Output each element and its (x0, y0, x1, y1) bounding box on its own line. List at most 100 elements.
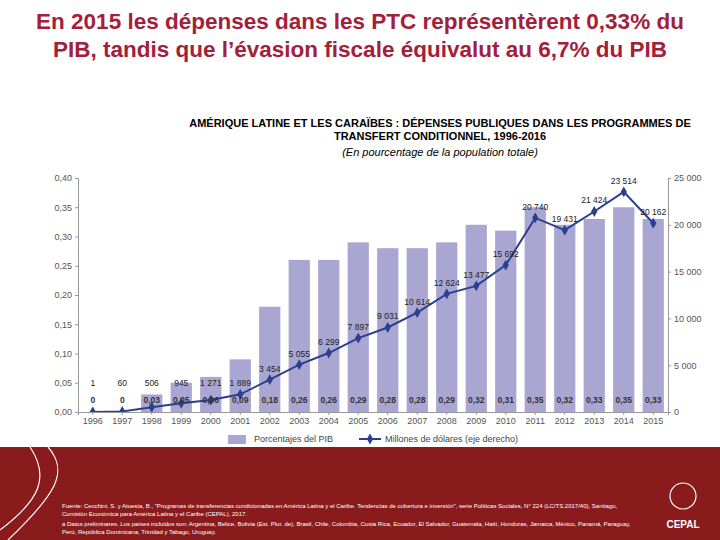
x-tick: 2010 (496, 412, 516, 426)
bar (466, 225, 487, 412)
y-tick-mark (75, 324, 78, 325)
x-tick-label: 2007 (407, 416, 427, 426)
bar-label: 0,29 (350, 395, 367, 405)
bar (554, 225, 575, 412)
x-tick-mark (92, 412, 93, 415)
x-tick-label: 1999 (171, 416, 191, 426)
x-tick: 2008 (437, 412, 457, 426)
line-marker (414, 307, 420, 318)
line-marker (650, 218, 656, 229)
x-tick: 2005 (348, 412, 368, 426)
legend-label: Porcentajes del PIB (254, 434, 333, 444)
bar-label: 0,33 (586, 395, 603, 405)
line-label: 1 889 (230, 378, 252, 388)
y2-tick: 20 000 (668, 220, 702, 230)
line-label: 23 514 (611, 176, 637, 186)
x-tick-mark (653, 412, 654, 415)
y2-tick-label: 25 000 (674, 173, 702, 183)
line (93, 192, 654, 412)
line-label: 10 614 (404, 297, 430, 307)
x-tick-label: 1997 (112, 416, 132, 426)
bar (318, 260, 339, 412)
y-axis-line (75, 179, 79, 413)
data-labels: 000,030,050,060,090,180,260,260,290,280,… (90, 176, 666, 405)
bar-label: 0,35 (527, 395, 544, 405)
x-tick-mark (505, 412, 506, 415)
x-tick: 1998 (142, 412, 162, 426)
x-tick-label: 2014 (614, 416, 634, 426)
x-tick-mark (240, 412, 241, 415)
y2-tick-mark (668, 318, 671, 319)
bar-label: 0,32 (468, 395, 485, 405)
legend-swatch (228, 435, 246, 444)
line-marker (90, 407, 96, 412)
x-tick: 2014 (614, 412, 634, 426)
x-tick-mark (446, 412, 447, 415)
x-tick: 1996 (83, 412, 103, 426)
y-tick-label: 0,35 (54, 203, 72, 213)
y-tick-mark (75, 207, 78, 208)
x-tick: 2012 (555, 412, 575, 426)
bar-label: 0,35 (615, 395, 632, 405)
x-tick-label: 2009 (466, 416, 486, 426)
legend: Porcentajes del PIBMillones de dólares (… (228, 434, 518, 445)
y-tick-mark (75, 412, 78, 413)
line-label: 19 431 (552, 214, 578, 224)
y-tick: 0,35 (54, 203, 78, 213)
y2-tick: 5 000 (668, 361, 697, 371)
x-tick-label: 2004 (319, 416, 339, 426)
y2-tick: 25 000 (668, 173, 702, 183)
x-tick: 2013 (584, 412, 604, 426)
footnote: a Datos preliminares. Los países incluid… (62, 521, 642, 536)
y-tick-mark (75, 383, 78, 384)
bar (436, 242, 457, 412)
y-tick-mark (75, 178, 78, 179)
bar-label: 0,32 (556, 395, 573, 405)
line-label: 506 (145, 378, 159, 388)
line-label: 9 031 (377, 311, 399, 321)
x-tick: 2007 (407, 412, 427, 426)
bar-label: 0,26 (291, 395, 308, 405)
bar-label: 0 (90, 395, 95, 405)
line-label: 13 477 (463, 270, 489, 280)
x-tick-mark (535, 412, 536, 415)
line-label: 21 424 (581, 195, 607, 205)
line-marker (473, 280, 479, 291)
x-tick-label: 2013 (584, 416, 604, 426)
line-marker (296, 359, 302, 370)
x-tick-mark (564, 412, 565, 415)
bar (200, 377, 221, 412)
bar (613, 207, 634, 412)
line-marker (532, 212, 538, 223)
x-axis: 1996199719981999200020012002200320042005… (79, 412, 669, 426)
chart-title: AMÉRIQUE LATINE ET LES CARAÏBES : DÉPENS… (170, 117, 710, 143)
line-label: 3 454 (259, 364, 281, 374)
y-tick-label: 0,25 (54, 261, 72, 271)
bar-label: 0,06 (202, 395, 219, 405)
bar-label: 0,09 (232, 395, 249, 405)
x-tick-mark (417, 412, 418, 415)
y-tick: 0,30 (54, 232, 78, 242)
x-tick: 2000 (201, 412, 221, 426)
x-tick-label: 2005 (348, 416, 368, 426)
line-marker (591, 206, 597, 217)
line-label: 945 (174, 378, 188, 388)
line-label: 5 055 (289, 349, 311, 359)
x-tick-mark (328, 412, 329, 415)
x-tick-label: 2002 (260, 416, 280, 426)
line-label: 7 897 (348, 322, 370, 332)
slide-title: En 2015 les dépenses dans les PTC représ… (18, 8, 702, 64)
line-label: 6 299 (318, 337, 340, 347)
x-tick-mark (181, 412, 182, 415)
x-tick: 2004 (319, 412, 339, 426)
bar-label: 0,05 (173, 395, 190, 405)
x-tick-mark (594, 412, 595, 415)
bar (259, 307, 280, 412)
y2-axis-line (669, 179, 672, 413)
x-tick-label: 2003 (289, 416, 309, 426)
y-tick-label: 0,40 (54, 173, 72, 183)
x-tick-mark (358, 412, 359, 415)
y-tick-mark (75, 354, 78, 355)
bar-label: 0,26 (320, 395, 337, 405)
x-tick-mark (210, 412, 211, 415)
